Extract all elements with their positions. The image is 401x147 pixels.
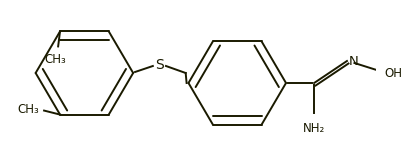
Text: OH: OH [385,66,401,80]
Text: N: N [349,55,358,67]
Text: CH₃: CH₃ [45,53,66,66]
Text: S: S [155,58,164,72]
Text: CH₃: CH₃ [18,103,39,116]
Text: NH₂: NH₂ [303,122,325,135]
